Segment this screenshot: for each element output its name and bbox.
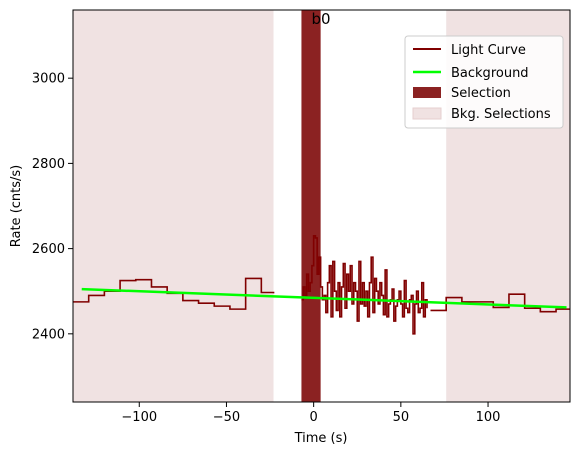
selection-layer [301, 10, 321, 402]
y-tick-label-0: 2400 [32, 327, 65, 342]
light-curve-segment-1 [301, 235, 428, 335]
x-tick-label-0: −100 [121, 410, 157, 425]
background-line [81, 287, 567, 309]
y-axis: 2400 2600 2800 3000 [32, 72, 73, 342]
legend-label-bkg-selections: Bkg. Selections [451, 107, 551, 122]
legend-box [404, 35, 564, 129]
x-axis-label: Time (s) [294, 431, 348, 446]
light-curve-segment-2 [430, 293, 570, 313]
legend-swatch-selection [413, 87, 441, 98]
y-axis-label: Rate (cnts/s) [9, 165, 24, 248]
y-tick-label-1: 2600 [32, 242, 65, 257]
chart-title: b0 [311, 10, 330, 28]
x-tick-label-1: −50 [213, 410, 240, 425]
x-tick-label-3: 50 [393, 410, 410, 425]
selection-span [301, 10, 321, 402]
x-tick-label-4: 100 [476, 410, 501, 425]
legend-label-light-curve: Light Curve [451, 43, 526, 58]
x-tick-label-2: 0 [310, 410, 318, 425]
legend-label-background: Background [451, 66, 529, 81]
legend-label-selection: Selection [451, 86, 511, 101]
bkg-selection-span-0 [73, 10, 274, 402]
legend-swatch-bkg-selections [412, 107, 442, 120]
y-tick-label-2: 2800 [32, 157, 65, 172]
plot-frame [72, 9, 571, 403]
x-axis: −100 −50 0 50 100 [121, 402, 500, 425]
legend: Light Curve Background Selection Bkg. Se… [404, 35, 564, 129]
y-tick-label-3: 3000 [32, 72, 65, 87]
background-line-layer [81, 287, 567, 309]
